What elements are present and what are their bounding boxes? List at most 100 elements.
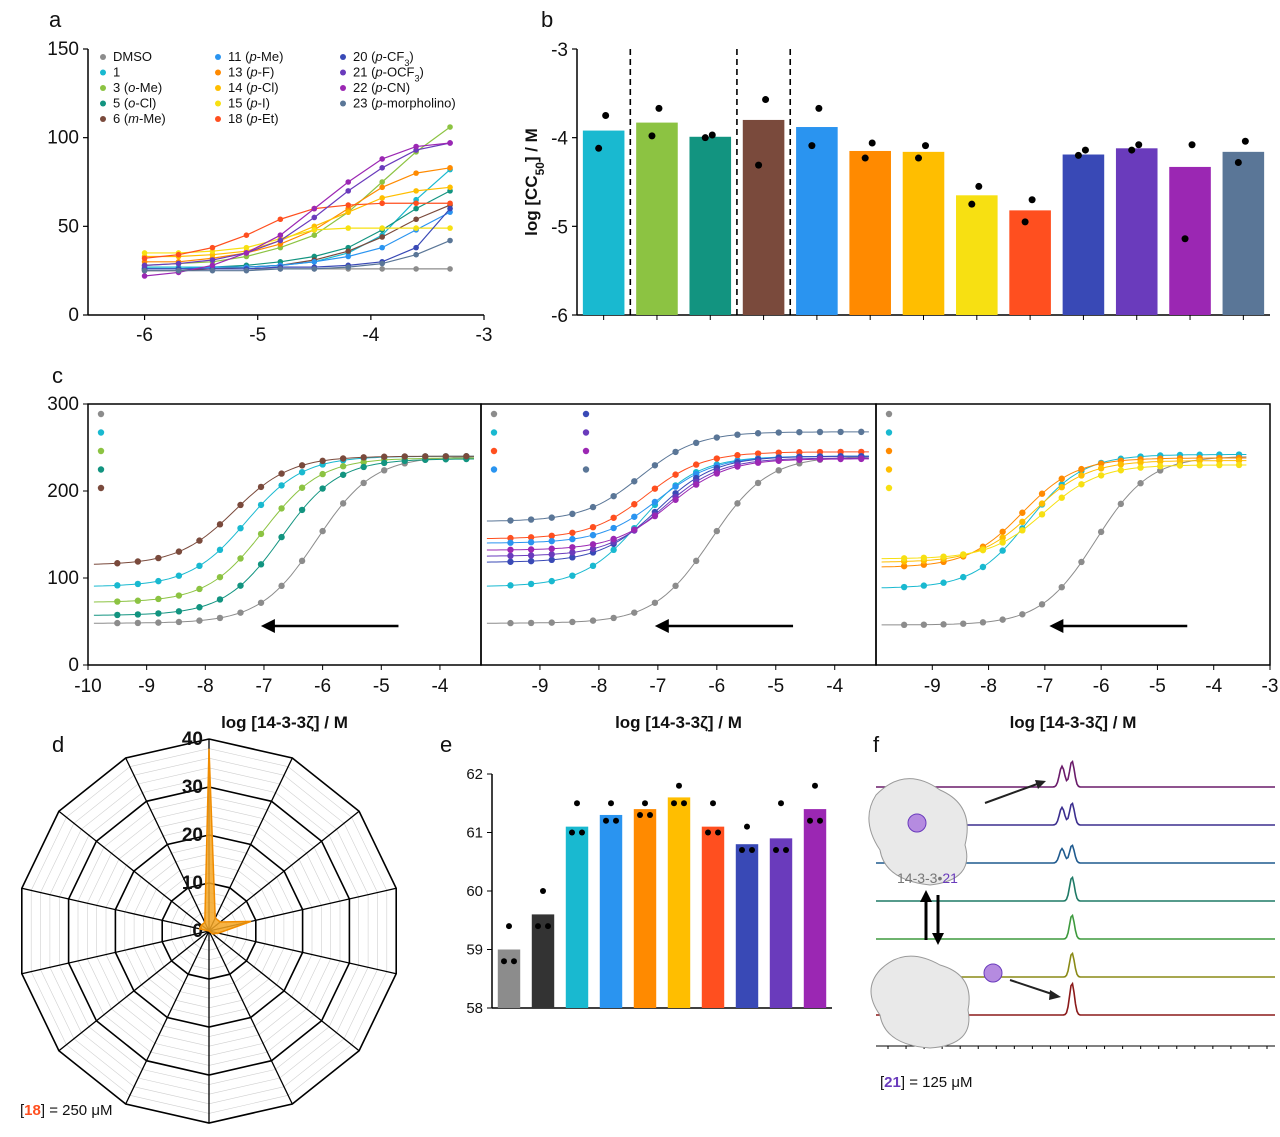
data-point-21 xyxy=(209,257,216,263)
data-point-DMSO xyxy=(1078,558,1085,566)
replicate-point xyxy=(715,829,721,836)
legend-label-3: 3 (o-Me) xyxy=(113,80,162,95)
data-point-6 xyxy=(196,537,203,544)
replicate-point xyxy=(783,847,789,854)
pointer-arrow xyxy=(984,782,1041,804)
data-point-18 xyxy=(413,200,419,207)
x-tick-label: -4 xyxy=(826,676,843,697)
data-point-13 xyxy=(999,528,1006,535)
data-point-18 xyxy=(548,532,555,540)
data-point-23 xyxy=(569,510,576,518)
equilibrium-arrowhead xyxy=(920,890,932,902)
data-point-6 xyxy=(298,462,306,469)
data-point-5 xyxy=(196,604,203,611)
data-point-13 xyxy=(1058,475,1065,482)
y-tick-label: 0 xyxy=(68,655,79,676)
replicate-point xyxy=(642,800,648,807)
data-point-1 xyxy=(257,501,265,509)
y-tick-label: 62 xyxy=(466,766,483,783)
data-point-5 xyxy=(216,596,224,603)
legend-label-6: 6 (m-Me) xyxy=(113,111,166,126)
data-point-18 xyxy=(589,523,597,531)
data-point-6 xyxy=(381,453,388,460)
data-point-23 xyxy=(277,266,284,272)
radar-spoke xyxy=(21,930,210,975)
data-point-1 xyxy=(940,579,947,586)
data-point-21 xyxy=(141,262,148,269)
bar-21 xyxy=(769,838,793,1008)
data-point-14 xyxy=(1157,458,1164,465)
bar-z xyxy=(497,949,521,1008)
data-point-15 xyxy=(1137,464,1144,471)
data-point-6 xyxy=(257,483,265,491)
data-point-6 xyxy=(422,453,429,460)
data-point-DMSO xyxy=(339,500,347,507)
x-tick-label: -7 xyxy=(1036,676,1053,697)
replicate-point xyxy=(608,800,614,807)
data-point-22 xyxy=(775,457,782,464)
panel-label-e: e xyxy=(440,732,452,757)
data-point-13 xyxy=(900,562,908,570)
data-point-6 xyxy=(413,216,419,223)
x-tick-label: -6 xyxy=(314,676,331,697)
legend-label-22: 22 (p-CN) xyxy=(353,80,410,95)
replicate-point xyxy=(807,817,813,824)
data-point-5 xyxy=(237,582,244,589)
legend-marker-3 xyxy=(100,85,106,91)
data-point-11 xyxy=(610,524,617,532)
data-point-6 xyxy=(175,548,183,555)
data-point-1 xyxy=(610,546,617,554)
data-point-5 xyxy=(278,533,285,541)
data-point-23 xyxy=(141,267,148,274)
data-point-15 xyxy=(1058,494,1065,501)
legend-marker-DMSO xyxy=(885,410,893,418)
replicate-point-3 xyxy=(655,104,663,112)
data-point-5 xyxy=(339,471,347,478)
bar-22 xyxy=(1169,166,1211,315)
data-point-15 xyxy=(920,554,928,561)
series-line-20 xyxy=(144,208,451,270)
data-point-23 xyxy=(175,267,182,274)
data-point-18 xyxy=(243,232,250,238)
y-tick-label: 58 xyxy=(466,1000,483,1017)
data-point-6 xyxy=(442,453,450,460)
radar-spoke xyxy=(208,930,360,1052)
data-point-3 xyxy=(319,470,326,478)
data-point-DMSO xyxy=(754,479,762,487)
data-point-DMSO xyxy=(1137,480,1144,487)
data-point-11 xyxy=(631,513,638,520)
data-point-18 xyxy=(209,244,216,251)
data-point-22 xyxy=(692,481,700,488)
data-point-15 xyxy=(1216,461,1223,469)
legend-marker-DMSO xyxy=(97,410,105,418)
data-point-5 xyxy=(360,463,367,471)
legend-marker-3 xyxy=(97,447,105,455)
y-tick-label: -5 xyxy=(551,217,568,238)
data-point-14 xyxy=(1078,472,1085,479)
legend-marker-18 xyxy=(215,116,221,122)
y-tick-label: -3 xyxy=(551,40,568,61)
data-point-14 xyxy=(1038,500,1046,507)
data-point-22 xyxy=(345,179,352,185)
bar-11 xyxy=(796,127,838,315)
data-point-22 xyxy=(754,459,762,466)
data-point-15 xyxy=(940,553,947,560)
replicate-point-18 xyxy=(1028,196,1036,204)
data-point-15 xyxy=(1235,461,1243,469)
data-point-13 xyxy=(1038,490,1046,497)
replicate-point xyxy=(545,923,551,930)
x-tick-label: -4 xyxy=(1205,676,1222,697)
data-point-15 xyxy=(1019,527,1026,534)
data-point-6 xyxy=(360,454,367,461)
legend-marker-1 xyxy=(490,429,498,436)
data-point-14 xyxy=(413,188,419,194)
radar-spoke xyxy=(58,810,210,932)
series-line-21 xyxy=(144,142,451,266)
legend-marker-11 xyxy=(490,466,498,473)
replicate-point xyxy=(603,817,609,824)
data-point-13 xyxy=(413,170,419,176)
legend-marker-22 xyxy=(340,85,346,91)
data-point-6 xyxy=(134,558,142,565)
data-point-6 xyxy=(463,453,470,460)
panel-label-c: c xyxy=(52,363,63,388)
